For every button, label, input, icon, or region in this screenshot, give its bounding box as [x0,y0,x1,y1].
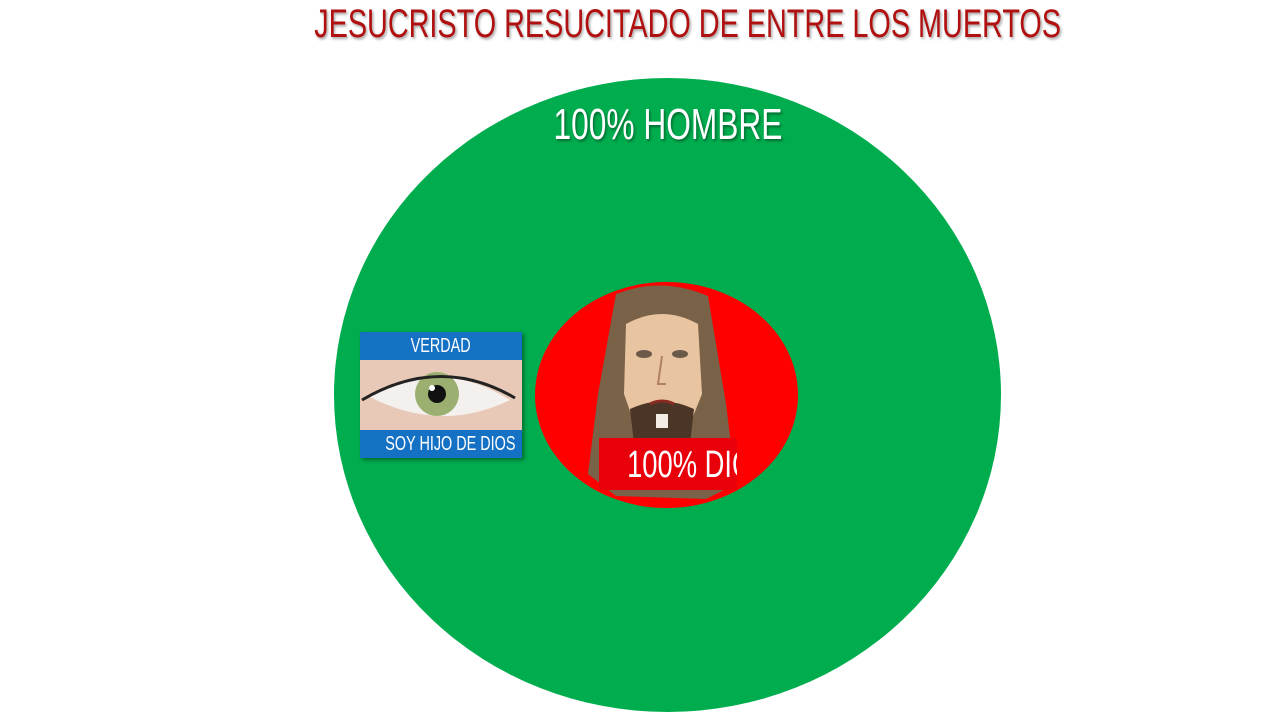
eye-image [360,360,522,430]
truth-card: VERDAD SOY HIJO DE DIOS [360,332,522,458]
slide-title: JESUCRISTO RESUCITADO DE ENTRE LOS MUERT… [314,2,1062,46]
divinity-label: 100% DIOS [599,438,737,490]
humanity-label: 100% HOMBRE [553,100,783,149]
card-top-label: VERDAD [360,332,522,360]
card-bottom-label: SOY HIJO DE DIOS [360,430,522,458]
